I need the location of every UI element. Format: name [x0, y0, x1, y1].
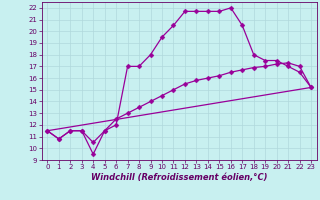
X-axis label: Windchill (Refroidissement éolien,°C): Windchill (Refroidissement éolien,°C) — [91, 173, 268, 182]
